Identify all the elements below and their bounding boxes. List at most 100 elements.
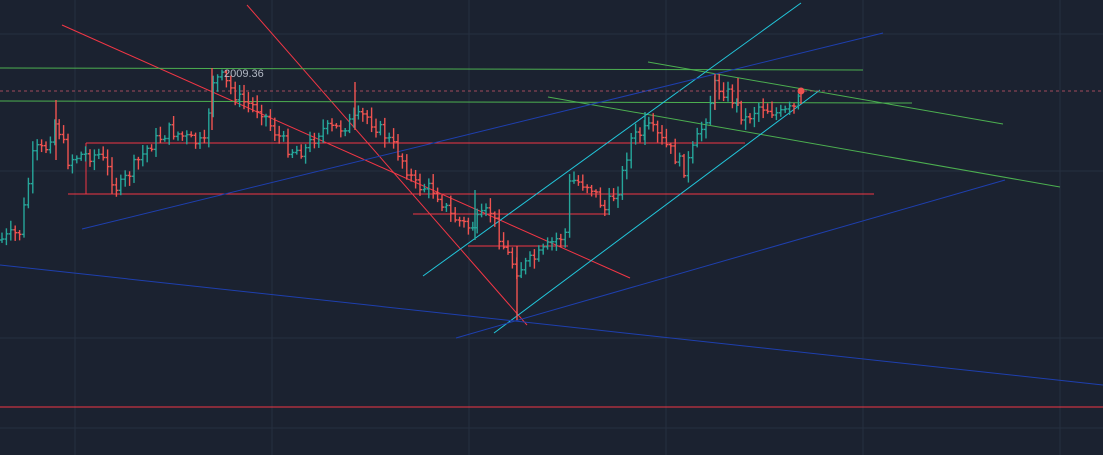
- ohlc-bar: [48, 136, 53, 154]
- ohlc-bar: [382, 117, 387, 148]
- ohlc-bar: [550, 237, 554, 251]
- ohlc-bar: [532, 249, 537, 269]
- ohlc-bar: [510, 247, 515, 269]
- trend-line-blue: [0, 264, 1103, 386]
- ohlc-bar: [536, 245, 541, 262]
- ohlc-bar: [431, 174, 436, 199]
- ohlc-bar: [79, 151, 84, 161]
- ohlc-bar: [378, 120, 383, 136]
- ohlc-bar: [528, 251, 532, 267]
- ohlc-bar: [787, 101, 792, 115]
- ohlc-bar: [435, 187, 440, 203]
- ohlc-bar: [312, 132, 317, 149]
- ohlc-bar: [752, 106, 757, 128]
- trend-line-green: [647, 61, 1004, 125]
- ohlc-bar: [422, 183, 427, 193]
- ohlc-bar: [281, 130, 286, 142]
- ohlc-bar: [677, 152, 682, 167]
- price-bars: [0, 68, 801, 320]
- ohlc-bar: [572, 171, 576, 184]
- ohlc-bar: [92, 149, 97, 171]
- ohlc-bar: [118, 174, 123, 196]
- ohlc-bar: [387, 132, 392, 143]
- ohlc-bar: [369, 107, 374, 133]
- ohlc-bar: [189, 131, 194, 138]
- ohlc-bar: [682, 153, 686, 178]
- ohlc-bar: [4, 228, 9, 246]
- ohlc-bar: [673, 138, 678, 165]
- ohlc-bar: [202, 129, 207, 144]
- ohlc-bar: [167, 122, 172, 145]
- ohlc-bar: [39, 139, 44, 153]
- ohlc-bar: [607, 187, 612, 216]
- ohlc-bar: [334, 123, 339, 129]
- ohlc-bar: [360, 107, 365, 122]
- ohlc-bar: [110, 157, 114, 194]
- channel-line-cyan: [422, 2, 802, 277]
- ohlc-bar: [567, 174, 572, 238]
- ohlc-bar: [61, 125, 66, 144]
- ohlc-bar: [343, 127, 348, 137]
- ohlc-bar: [404, 154, 409, 180]
- ohlc-bar: [308, 131, 312, 153]
- ohlc-bar: [580, 174, 585, 191]
- trend-line-red: [61, 24, 631, 279]
- ohlc-bar: [206, 108, 211, 148]
- ohlc-bar: [611, 188, 616, 202]
- ohlc-bar: [220, 69, 224, 81]
- ohlc-bar: [488, 198, 493, 223]
- ohlc-bar: [558, 233, 563, 248]
- ohlc-bar: [171, 115, 176, 140]
- ohlc-bar: [686, 151, 691, 183]
- ohlc-bar: [598, 187, 603, 208]
- ohlc-bar: [576, 175, 581, 186]
- ohlc-bar: [255, 95, 260, 119]
- ohlc-bar: [792, 103, 796, 114]
- ohlc-bar: [519, 262, 524, 279]
- ohlc-bar: [506, 240, 510, 255]
- ohlc-bar: [638, 127, 642, 143]
- ohlc-bar: [756, 102, 761, 122]
- markers: [797, 87, 805, 104]
- horizontal-level-green: [0, 100, 913, 104]
- ohlc-bar: [748, 113, 752, 124]
- ohlc-bar: [400, 153, 405, 169]
- ohlc-bar: [233, 81, 238, 106]
- ohlc-bar: [554, 232, 559, 251]
- ohlc-bar: [74, 155, 79, 164]
- ohlc-bar: [70, 154, 75, 174]
- ohlc-bar: [316, 132, 321, 148]
- ohlc-bar: [413, 169, 418, 189]
- ohlc-bar: [83, 146, 88, 162]
- ohlc-bar: [101, 146, 106, 161]
- ohlc-bar: [242, 84, 246, 110]
- ohlc-bar: [136, 156, 141, 170]
- ohlc-bar: [453, 207, 458, 223]
- ohlc-bar: [602, 199, 607, 217]
- trend-line-blue: [455, 179, 1006, 339]
- ohlc-bar: [180, 131, 185, 141]
- drawing-lines[interactable]: [0, 2, 1103, 408]
- ohlc-bar: [184, 130, 189, 145]
- ohlc-bar: [294, 145, 299, 155]
- ohlc-bar: [457, 216, 462, 227]
- ohlc-bar: [770, 101, 774, 118]
- ohlc-bar: [633, 123, 638, 145]
- ohlc-bar: [228, 75, 233, 95]
- ohlc-bar: [338, 120, 343, 138]
- ohlc-bar: [303, 144, 308, 164]
- ohlc-bar: [774, 107, 779, 121]
- ohlc-bar: [22, 197, 26, 238]
- ohlc-bar: [264, 113, 268, 127]
- ohlc-bar: [796, 93, 801, 110]
- ohlc-bar: [176, 131, 180, 141]
- ohlc-bar: [0, 232, 4, 243]
- ohlc-bar: [409, 168, 414, 182]
- ohlc-bar: [30, 141, 35, 194]
- ohlc-bar: [739, 100, 744, 125]
- ohlc-bar: [726, 81, 730, 102]
- ohlc-bar: [492, 211, 497, 227]
